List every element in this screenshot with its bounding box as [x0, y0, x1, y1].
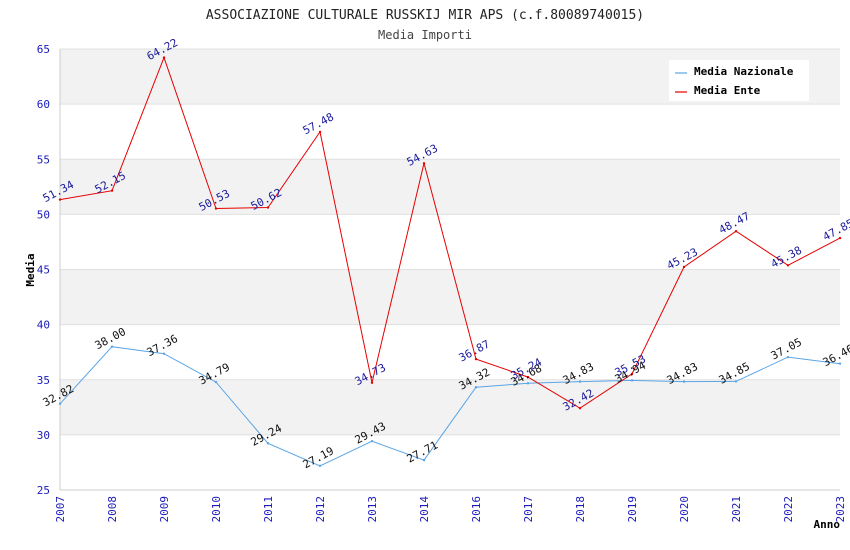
- data-point: [526, 382, 530, 385]
- data-point: [838, 236, 842, 240]
- data-point: [474, 386, 478, 389]
- x-axis-label: Anno: [814, 518, 841, 531]
- data-point: [266, 442, 270, 445]
- y-tick-label: 35: [37, 374, 50, 387]
- grid-band: [60, 434, 840, 490]
- x-tick-label: 2008: [106, 496, 119, 523]
- grid-band: [60, 269, 840, 325]
- x-tick-label: 2020: [678, 496, 691, 523]
- data-point: [422, 162, 426, 165]
- y-tick-label: 55: [37, 153, 50, 166]
- data-point: [370, 439, 374, 443]
- y-tick-label: 25: [37, 484, 50, 497]
- data-point: [734, 230, 738, 233]
- x-tick-label: 2017: [522, 496, 535, 523]
- x-axis-ticks: 2007 2008 2009 2010 2011 2012 2013 2014 2016 2017…: [54, 496, 847, 523]
- data-point: [734, 380, 738, 383]
- x-tick-label: 2007: [54, 496, 67, 523]
- legend: Media Nazionale Media Ente: [669, 60, 809, 101]
- data-point: [214, 207, 218, 210]
- x-tick-label: 2014: [418, 496, 431, 523]
- data-point: [630, 379, 634, 382]
- legend-box: [669, 60, 809, 101]
- data-point: [526, 375, 530, 379]
- data-point: [630, 372, 634, 376]
- grid-band: [60, 159, 840, 215]
- y-tick-label: 60: [37, 98, 50, 111]
- data-point: [422, 458, 426, 462]
- data-point: [266, 206, 270, 209]
- data-point: [786, 264, 790, 267]
- chart-subtitle: Media Importi: [378, 28, 472, 42]
- x-tick-label: 2023: [834, 496, 847, 523]
- data-point: [578, 406, 582, 410]
- x-tick-label: 2022: [782, 496, 795, 523]
- series-line-media-nazionale: [59, 346, 841, 467]
- data-point: [58, 402, 62, 405]
- data-point: [318, 464, 322, 468]
- y-tick-label: 65: [37, 43, 50, 56]
- x-tick-label: 2018: [574, 496, 587, 523]
- y-tick-label: 30: [37, 429, 50, 442]
- x-tick-label: 2016: [470, 496, 483, 523]
- grid-band: [60, 379, 840, 435]
- data-point: [110, 189, 114, 192]
- x-tick-label: 2019: [626, 496, 639, 523]
- x-tick-label: 2010: [210, 496, 223, 523]
- data-point: [162, 352, 166, 355]
- data-point: [214, 380, 218, 384]
- grid-band: [60, 324, 840, 380]
- data-point: [682, 265, 686, 269]
- data-point: [474, 357, 478, 361]
- y-tick-label: 40: [37, 319, 50, 332]
- x-tick-label: 2021: [730, 496, 743, 523]
- x-tick-label: 2009: [158, 496, 171, 523]
- y-tick-label: 50: [37, 208, 50, 221]
- y-tick-label: 45: [37, 264, 50, 277]
- grid-band: [60, 104, 840, 160]
- y-axis-ticks: 25 30 35 40 45 50 55 60 65: [37, 43, 50, 497]
- x-tick-label: 2012: [314, 496, 327, 523]
- data-point: [318, 130, 322, 134]
- legend-label-media-ente: Media Ente: [694, 84, 761, 97]
- data-point: [786, 355, 790, 359]
- data-point: [110, 345, 114, 348]
- data-point: [370, 381, 374, 384]
- series-line-media-ente: [59, 56, 841, 409]
- data-point: [162, 56, 166, 59]
- data-point: [838, 362, 842, 365]
- data-point: [578, 380, 582, 383]
- series-layer: [58, 56, 842, 468]
- x-tick-label: 2011: [262, 496, 275, 523]
- x-tick-label: 2013: [366, 496, 379, 523]
- legend-label-media-nazionale: Media Nazionale: [694, 65, 794, 78]
- y-axis-label: Media: [24, 253, 37, 286]
- data-point: [682, 380, 686, 383]
- data-point: [58, 198, 62, 201]
- chart-title: ASSOCIAZIONE CULTURALE RUSSKIJ MIR APS (…: [206, 8, 644, 23]
